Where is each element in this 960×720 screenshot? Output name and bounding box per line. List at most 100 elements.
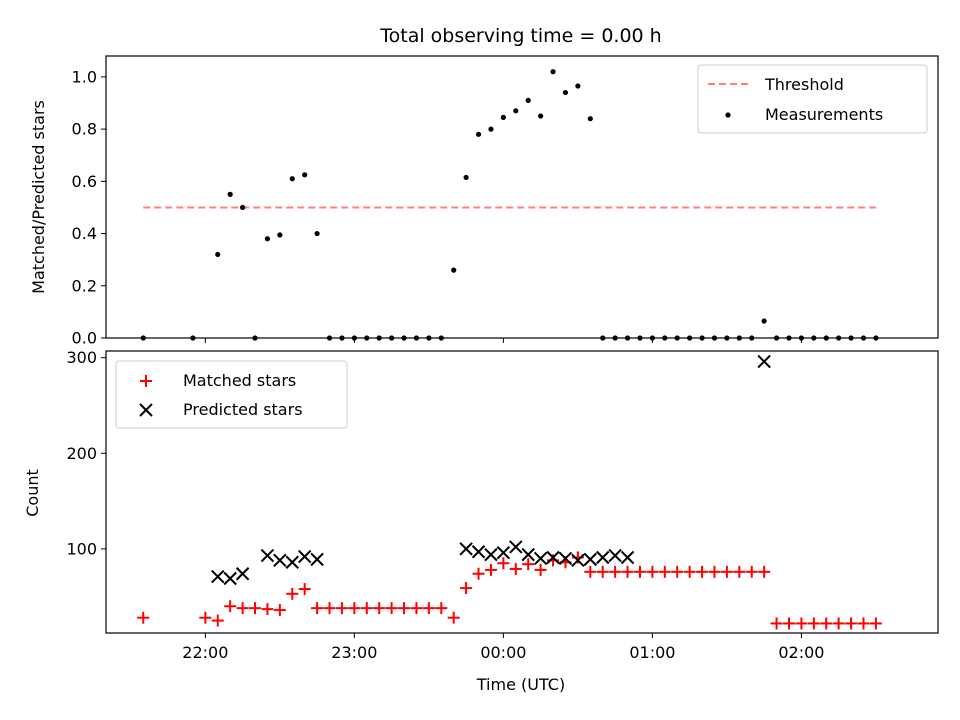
measurement-point	[376, 335, 382, 341]
top-y-tick-label: 0.0	[72, 329, 97, 348]
measurement-point	[823, 335, 829, 341]
measurement-point	[699, 335, 705, 341]
measurements-legend-label: Measurements	[765, 105, 883, 124]
predicted-point	[571, 553, 585, 568]
matched-point	[460, 582, 473, 595]
measurement-point	[873, 335, 879, 341]
measurement-point	[711, 335, 718, 341]
matched-point	[236, 602, 249, 615]
measurement-point	[252, 335, 258, 341]
top-legend-box	[697, 64, 928, 134]
measurement-point	[326, 335, 333, 341]
matched-point	[621, 565, 634, 578]
matched-point	[398, 602, 411, 615]
bottom-y-tick-label: 200	[66, 444, 97, 463]
predicted-point	[260, 548, 275, 563]
measurement-point	[488, 126, 494, 132]
x-axis-label: Time (UTC)	[476, 675, 565, 694]
matched-point	[733, 565, 746, 578]
matched-point	[708, 565, 721, 578]
matched-legend-label: Matched stars	[183, 371, 296, 390]
matched-point	[633, 565, 646, 578]
measurement-point	[451, 267, 457, 273]
predicted-point	[484, 547, 498, 562]
matched-point	[745, 565, 758, 578]
predicted-point	[471, 545, 486, 559]
matched-point	[671, 565, 684, 578]
measurement-point	[140, 335, 146, 341]
predicted-point	[223, 571, 237, 586]
matched-point	[323, 602, 336, 615]
measurement-point	[538, 113, 544, 119]
measurement-point	[413, 335, 420, 341]
matched-point	[422, 602, 435, 615]
measurement-point	[227, 191, 233, 197]
matched-point	[435, 602, 448, 615]
measurement-point	[749, 335, 755, 341]
matched-point	[522, 558, 535, 571]
matched-point	[720, 565, 733, 578]
matched-point	[658, 565, 671, 578]
predicted-legend-label: Predicted stars	[183, 400, 303, 419]
predicted-point	[608, 548, 622, 563]
measurement-point	[314, 230, 320, 237]
matched-point	[534, 563, 547, 576]
matched-point	[211, 614, 224, 627]
matched-point	[509, 562, 522, 575]
measurement-point	[215, 251, 221, 258]
measurement-point	[463, 174, 469, 181]
measurement-point	[339, 335, 345, 341]
measurements-legend-swatch	[725, 112, 731, 118]
measurement-point	[836, 335, 842, 341]
measurement-point	[662, 335, 668, 341]
matched-point	[596, 565, 609, 578]
measurement-point	[426, 335, 432, 341]
measurement-point	[264, 236, 271, 242]
measurement-point	[649, 335, 655, 341]
predicted-legend-swatch	[139, 403, 153, 417]
predicted-point	[285, 555, 299, 569]
matched-point	[770, 617, 783, 630]
predicted-point	[496, 545, 511, 560]
predicted-point	[583, 552, 598, 567]
matched-point	[857, 617, 870, 630]
predicted-point	[757, 354, 771, 369]
matched-point	[410, 602, 423, 615]
predicted-point	[533, 551, 548, 566]
measurement-point	[724, 335, 730, 341]
top-legend: Threshold Measurements	[697, 64, 928, 134]
bottom-y-tick-label: 100	[66, 539, 97, 558]
matched-point	[447, 611, 460, 624]
top-y-tick-label: 0.8	[72, 120, 97, 139]
measurement-point	[513, 108, 519, 114]
matched-point	[311, 602, 324, 615]
matched-point	[373, 602, 386, 615]
measurement-point	[562, 89, 569, 96]
matched-point	[869, 617, 882, 630]
top-y-tick-label: 0.2	[72, 276, 97, 295]
measurement-point	[351, 335, 357, 341]
measurement-point	[364, 335, 370, 341]
predicted-point	[521, 547, 535, 562]
measurement-point	[302, 172, 308, 178]
measurement-point	[438, 335, 444, 341]
matched-point	[795, 617, 808, 630]
x-tick-label: 00:00	[480, 643, 526, 662]
predicted-point	[235, 567, 250, 581]
x-tick-label: 23:00	[331, 643, 377, 662]
matched-point	[484, 563, 497, 576]
matched-point	[273, 604, 286, 617]
bottom-y-axis-label: Count	[23, 469, 42, 517]
matched-point	[683, 565, 696, 578]
measurement-point	[525, 97, 531, 103]
matched-point	[845, 617, 858, 630]
measurement-point	[761, 318, 767, 324]
measurement-point	[389, 335, 395, 341]
matched-point	[286, 587, 299, 600]
predicted-point	[558, 551, 573, 566]
matched-point	[360, 602, 373, 615]
measurement-point	[811, 335, 817, 341]
measurement-point	[475, 131, 482, 137]
matched-point	[137, 611, 150, 624]
measurement-point	[401, 335, 407, 341]
